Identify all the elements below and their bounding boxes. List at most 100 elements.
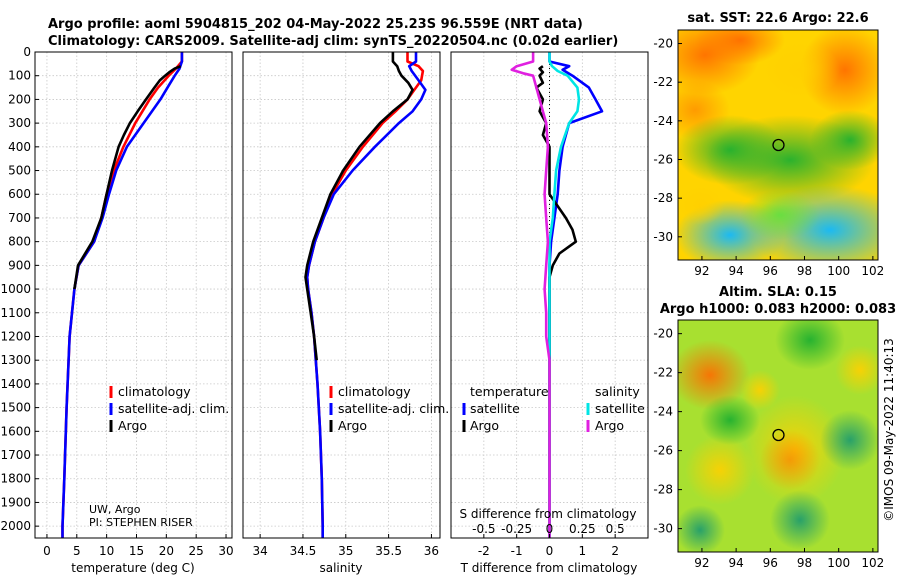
y-tick-label: 800 [8,235,31,249]
legend-temp-argo-label: Argo [470,418,499,433]
difference-x2label: S difference from climatology [460,507,637,521]
x-tick-label: 10 [99,544,114,558]
x-tick-label: -2 [478,544,490,558]
salinity-tick-labels: 34 34.5 35 35.5 36 [252,534,439,558]
sla-map-frame [677,319,879,553]
y-tick-label: 100 [8,69,31,83]
legend-sal-satellite-label: satellite [595,401,645,416]
sla-map: Altim. SLA: 0.15 Argo h1000: 0.083 h2000… [653,285,896,570]
y-tick-label: 1000 [0,282,31,296]
y-tick-label: 300 [8,116,31,130]
x-tick-label: 34.5 [290,544,317,558]
y-tick-label: 2000 [0,519,31,533]
map-y-tick-label: -26 [653,444,673,458]
y-tick-label: 400 [8,140,31,154]
map-x-tick-label: 92 [694,264,709,278]
annotation-institution: UW, Argo [89,503,141,516]
map-x-tick-label: 96 [763,264,778,278]
series-line-climatology [61,52,184,538]
x-tick-label: 0 [546,544,554,558]
x-tick-label: 1 [579,544,587,558]
map-x-tick-label: 94 [728,556,743,570]
legend-climatology-label: climatology [118,384,191,399]
map-y-tick-label: -28 [653,483,673,497]
map-x-tick-label: 98 [797,264,812,278]
temperature-tick-labels: 0 5 10 15 20 25 30 [43,534,234,558]
x-tick-label: 36 [424,544,439,558]
series-line-satellite-adj-clim- [61,52,184,538]
series-line-temperature-argo [535,65,578,538]
y-tick-label: 900 [8,258,31,272]
legend-argo-label: Argo [118,418,147,433]
annotation-pi: PI: STEPHEN RISER [89,516,193,529]
x-tick-label: 34 [252,544,267,558]
x-tick-label: -1 [511,544,523,558]
y-tick-label: 1800 [0,472,31,486]
difference-xlabel: T difference from climatology [460,561,638,575]
legend-argo-label: Argo [338,418,367,433]
credit-timestamp: ©IMOS 09-May-2022 11:40:13 [882,338,896,522]
sst-map-frame [677,29,879,261]
x2-tick-label: -0.25 [501,522,532,536]
legend-satellite-label: satellite-adj. clim. [118,401,229,416]
map-x-tick-label: 102 [861,556,884,570]
map-y-tick-label: -20 [653,327,673,341]
x-tick-label: 2 [611,544,619,558]
map-y-tick-label: -30 [653,522,673,536]
sst-map-title: sat. SST: 22.6 Argo: 22.6 [687,11,868,26]
y-tick-label: 1400 [0,377,31,391]
difference-tick-labels: -2 -1 0 1 2 [478,534,619,558]
map-y-tick-label: -30 [653,230,673,244]
legend-climatology-label: climatology [338,384,411,399]
map-x-tick-label: 98 [797,556,812,570]
sla-map-title: Altim. SLA: 0.15 [719,285,837,300]
map-x-tick-label: 94 [728,264,743,278]
salinity-legend: climatology satellite-adj. clim. Argo [329,384,449,433]
map-y-tick-label: -26 [653,152,673,166]
temperature-series [61,52,184,538]
x-tick-label: 15 [129,544,144,558]
x-tick-label: 0 [43,544,51,558]
y-tick-label: 1200 [0,329,31,343]
y-tick-label: 1900 [0,495,31,509]
map-x-tick-label: 100 [827,556,850,570]
x2-tick-label: 0 [546,522,554,536]
salinity-series [304,52,427,538]
sst-argo-location-marker [772,138,785,152]
x-tick-label: 5 [73,544,81,558]
temperature-axes-frame [34,51,233,539]
x-tick-label: 35 [338,544,353,558]
series-line-satellite-adj-clim- [305,52,427,538]
map-y-tick-label: -22 [653,75,673,89]
map-y-tick-label: -24 [653,114,673,128]
salinity-difference-tick-labels: -0.5 -0.25 0 0.25 0.5 [472,522,625,536]
sla-map-field [678,320,878,552]
y-tick-label: 700 [8,211,31,225]
series-line-salinity-argo [510,52,551,538]
series-line-argo [73,64,182,290]
legend-satellite-label: satellite-adj. clim. [338,401,449,416]
y-tick-label: 1600 [0,424,31,438]
temperature-xlabel: temperature (deg C) [71,561,194,575]
salinity-axes-frame [242,51,441,539]
sla-argo-location-marker [772,428,785,442]
y-tick-label: 1100 [0,306,31,320]
sla-map-subtitle: Argo h1000: 0.083 h2000: 0.083 [660,302,896,317]
y-tick-label: 1300 [0,353,31,367]
map-y-tick-label: -24 [653,405,673,419]
salinity-xlabel: salinity [319,561,362,575]
y-tick-label: 1700 [0,448,31,462]
y-tick-label: 0 [23,45,31,59]
sst-map-ticks: 92 94 96 98 100 102 -20 -22 -24 -26 -28 -30 [653,37,884,278]
legend-salinity-title: salinity [595,384,640,399]
depth-tick-labels: 0 100 200 300 400 500 600 700 800 900 1000 1100 1200… [0,45,39,533]
map-y-tick-label: -28 [653,191,673,205]
legend-temperature-title: temperature [470,384,549,399]
map-y-tick-label: -20 [653,37,673,51]
temperature-panel: 0100200300400500600700800900100011001200… [0,45,233,575]
x-tick-label: 20 [159,544,174,558]
map-x-tick-label: 96 [763,556,778,570]
header-line1: Argo profile: aoml 5904815_202 04-May-20… [48,17,583,32]
temperature-legend: climatology satellite-adj. clim. Argo [109,384,229,433]
